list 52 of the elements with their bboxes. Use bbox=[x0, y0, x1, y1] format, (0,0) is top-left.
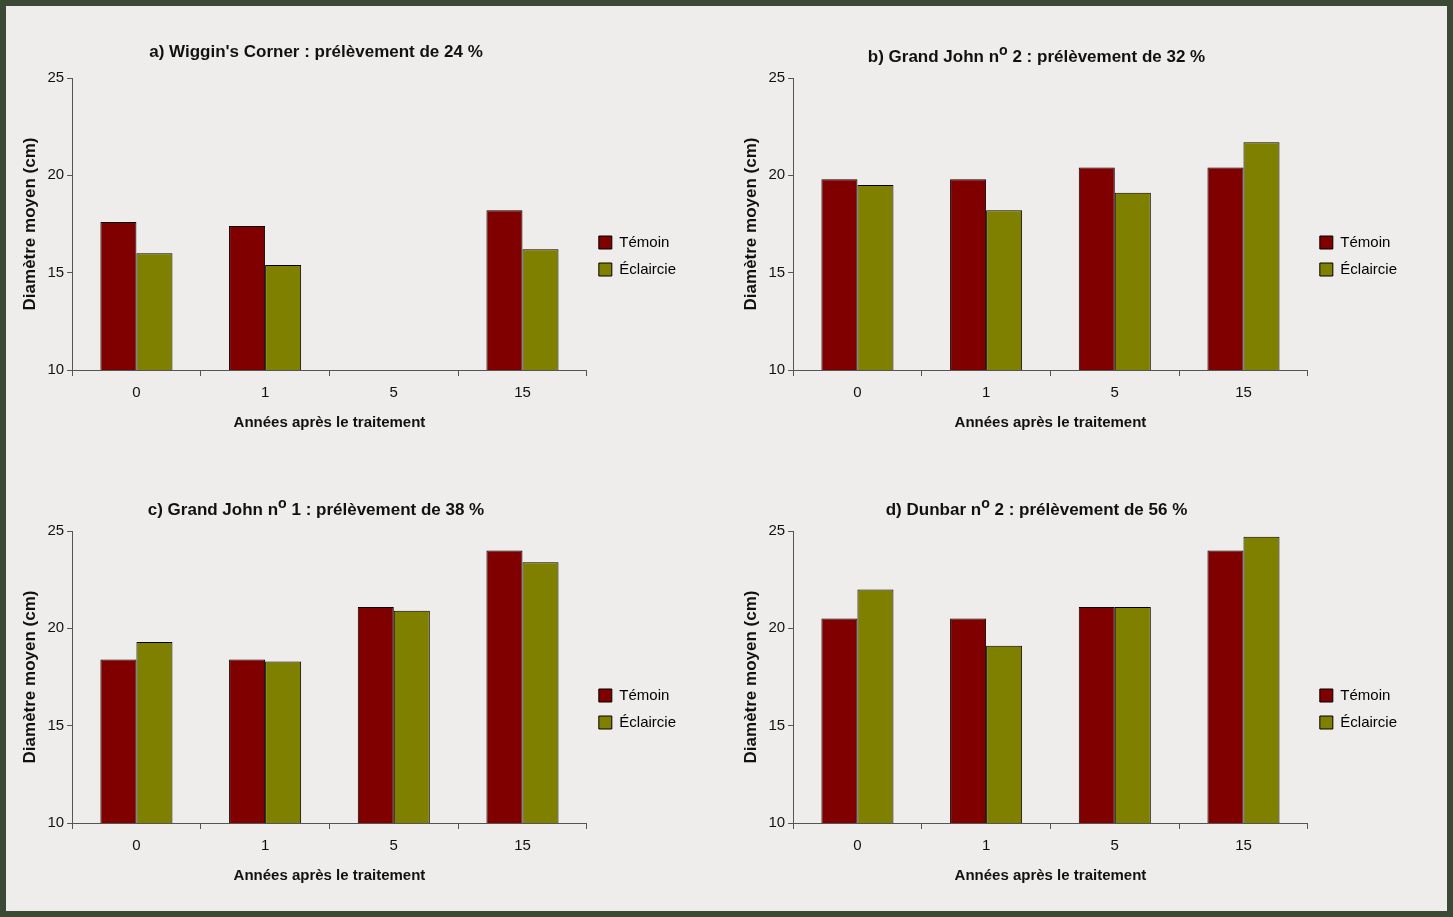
x-tick-label: 15 bbox=[1234, 383, 1252, 401]
y-tick-label: 25 bbox=[767, 68, 785, 86]
chart-title: b) Grand John n$^{o}$ 2 : prélèvement de 32 % bbox=[866, 42, 1207, 67]
y-tick-label: 20 bbox=[767, 617, 785, 635]
x-tick-label: 0 bbox=[132, 835, 141, 853]
x-tick-label: 15 bbox=[514, 835, 531, 853]
legend-label: Témoin bbox=[619, 685, 670, 703]
legend-label: Éclaircie bbox=[1339, 259, 1397, 277]
x-tick-label: 15 bbox=[514, 383, 531, 401]
x-tick-label: 0 bbox=[132, 383, 141, 401]
chart-title: a) Wiggin's Corner : prélèvement de 24 % bbox=[148, 42, 484, 62]
y-axis-title: Diamètre moyen (cm) bbox=[740, 137, 760, 311]
y-axis-title: Diamètre moyen (cm) bbox=[19, 137, 39, 311]
x-axis-title: Années après le traitement bbox=[233, 413, 426, 431]
y-tick-label: 15 bbox=[47, 262, 65, 280]
x-tick-label: 5 bbox=[389, 383, 398, 401]
chart-title: c) Grand John n$^{o}$ 1 : prélèvement de 38 % bbox=[146, 494, 486, 520]
y-tick-label: 10 bbox=[767, 812, 785, 830]
chart-title: d) Dunbar n$^{o}$ 2 : prélèvement de 56 % bbox=[884, 494, 1189, 520]
y-tick-label: 20 bbox=[47, 617, 65, 635]
x-axis-title: Années après le traitement bbox=[954, 413, 1146, 431]
y-tick-label: 20 bbox=[47, 165, 65, 183]
y-axis-title: Diamètre moyen (cm) bbox=[19, 590, 39, 763]
legend-label: Témoin bbox=[619, 232, 670, 250]
y-tick-label: 10 bbox=[47, 812, 65, 830]
x-tick-label: 0 bbox=[852, 383, 862, 401]
x-tick-label: 15 bbox=[1234, 835, 1252, 853]
x-tick-label: 1 bbox=[981, 835, 990, 853]
x-tick-label: 0 bbox=[852, 835, 862, 853]
legend-label: Témoin bbox=[1339, 685, 1390, 703]
x-axis-title: Années après le traitement bbox=[954, 865, 1146, 883]
x-axis-title: Années après le traitement bbox=[233, 865, 426, 883]
y-tick-label: 15 bbox=[767, 262, 785, 280]
x-tick-label: 5 bbox=[389, 835, 398, 853]
legend-label: Éclaircie bbox=[619, 259, 677, 277]
x-tick-label: 5 bbox=[1110, 383, 1119, 401]
y-tick-label: 10 bbox=[767, 360, 785, 378]
x-tick-label: 5 bbox=[1110, 835, 1119, 853]
x-tick-label: 1 bbox=[260, 835, 270, 853]
y-tick-label: 15 bbox=[47, 715, 65, 733]
y-tick-label: 25 bbox=[767, 520, 785, 538]
y-tick-label: 10 bbox=[47, 360, 65, 378]
x-tick-label: 1 bbox=[981, 383, 990, 401]
y-tick-label: 20 bbox=[767, 165, 785, 183]
legend-label: Éclaircie bbox=[1339, 712, 1397, 730]
y-tick-label: 25 bbox=[47, 520, 65, 538]
y-tick-label: 25 bbox=[47, 68, 65, 86]
legend-label: Éclaircie bbox=[619, 712, 677, 730]
y-tick-label: 15 bbox=[767, 715, 785, 733]
x-tick-label: 1 bbox=[260, 383, 270, 401]
y-axis-title: Diamètre moyen (cm) bbox=[740, 590, 760, 763]
legend-label: Témoin bbox=[1339, 232, 1390, 250]
